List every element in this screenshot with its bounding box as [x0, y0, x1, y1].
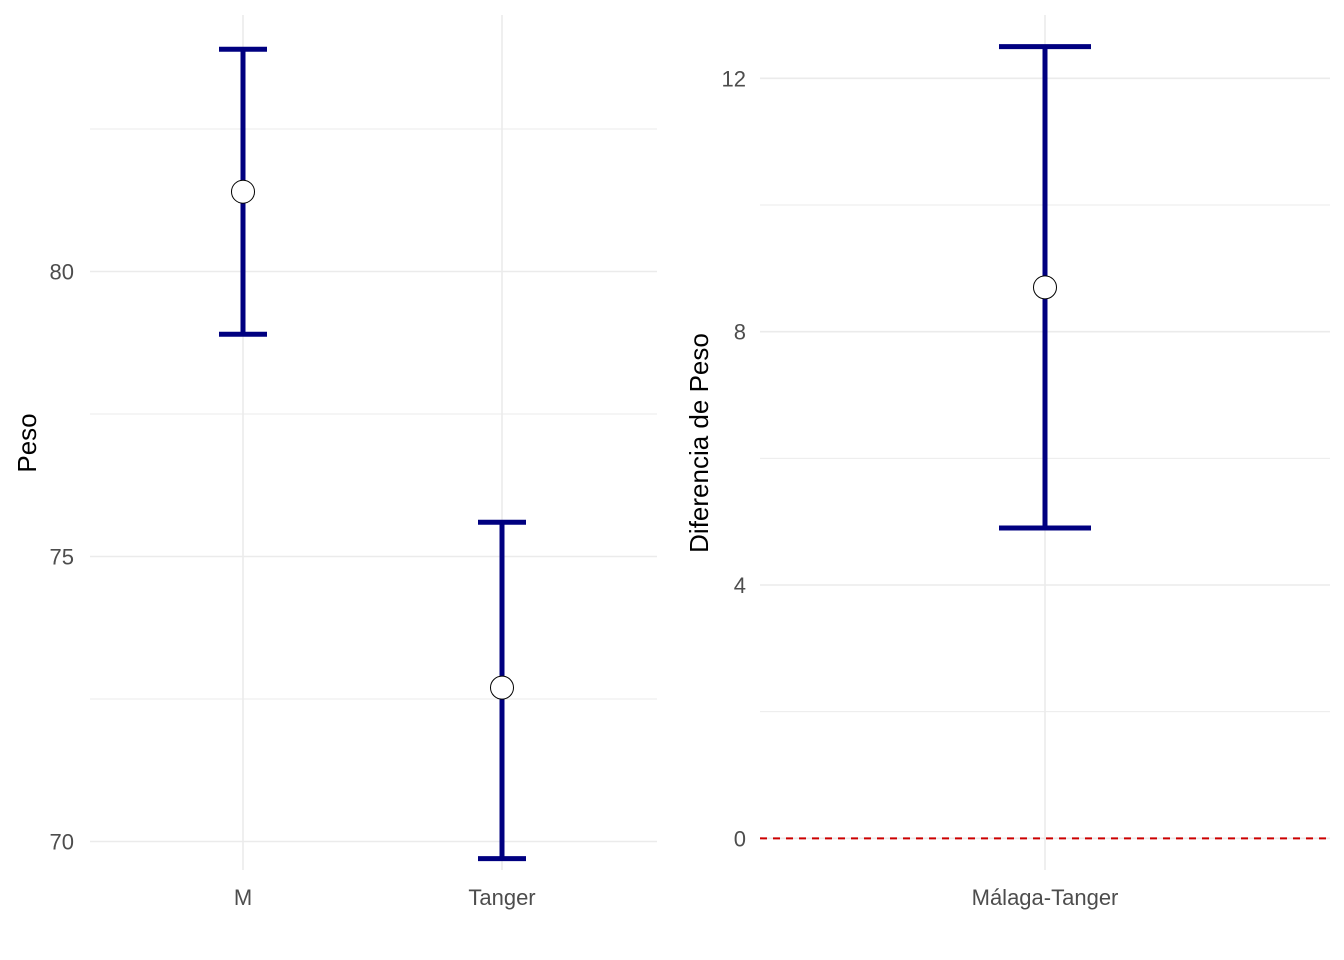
mean-point: [231, 179, 255, 204]
right-panel: 0 4 8 12 Málaga-Tanger: [722, 15, 1330, 910]
y-tick-label: 80: [50, 260, 74, 285]
mean-point: [1033, 275, 1057, 300]
y-tick-label: 0: [734, 826, 746, 851]
x-category-label: Tanger: [468, 885, 535, 910]
left-panel: 70 75 80 M Tanger: [50, 15, 657, 910]
y-tick-label: 12: [722, 66, 746, 91]
y-tick-label: 8: [734, 320, 746, 345]
mean-point: [490, 675, 514, 700]
y-tick-label: 75: [50, 545, 74, 570]
x-category-label: M: [234, 885, 252, 910]
y-tick-label: 70: [50, 830, 74, 855]
right-y-axis-title: Diferencia de Peso: [684, 333, 714, 553]
left-y-axis-title: Peso: [12, 413, 42, 472]
y-tick-label: 4: [734, 573, 746, 598]
x-category-label: Málaga-Tanger: [972, 885, 1119, 910]
